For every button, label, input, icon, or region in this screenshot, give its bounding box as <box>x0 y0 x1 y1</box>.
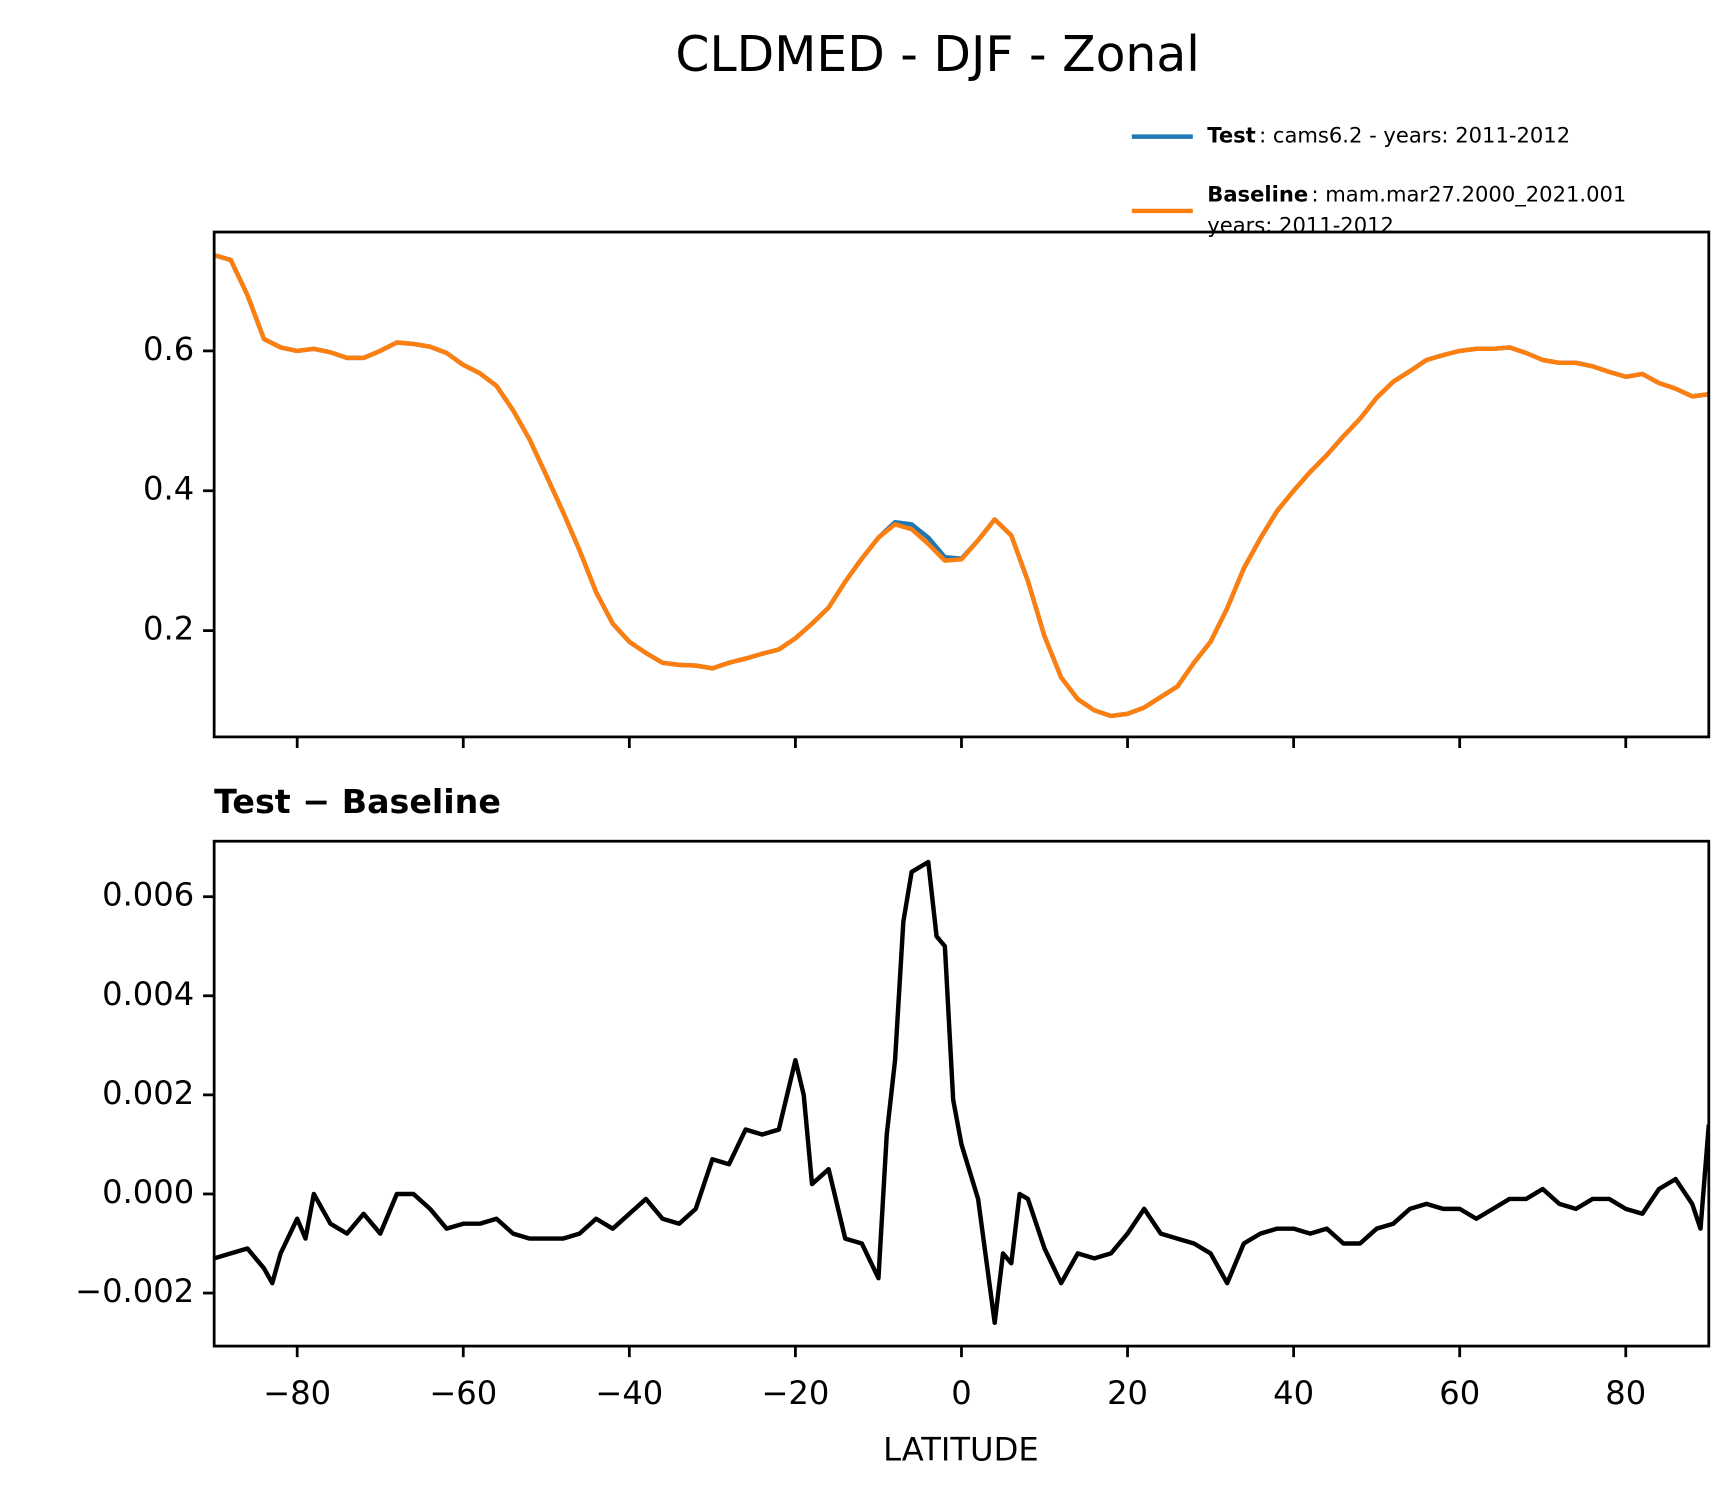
y-tick-label: −0.002 <box>75 1272 194 1310</box>
chart-title: CLDMED - DJF - Zonal <box>675 26 1199 83</box>
x-tick-label: 40 <box>1273 1374 1314 1412</box>
legend-description: : mam.mar27.2000_2021.001 <box>1311 181 1626 207</box>
axes-frame <box>212 839 1711 1348</box>
x-tick-label: 80 <box>1605 1374 1646 1412</box>
y-tick-label: 0.004 <box>102 975 194 1013</box>
x-tick-label: 0 <box>951 1374 971 1412</box>
y-tick-label: 0.4 <box>143 470 194 508</box>
x-axis-label: LATITUDE <box>883 1430 1039 1468</box>
x-tick-label: −80 <box>263 1374 331 1412</box>
y-tick-label: 0.000 <box>102 1173 194 1211</box>
legend-name: Test <box>1207 123 1256 148</box>
x-tick-label: 20 <box>1107 1374 1148 1412</box>
data-line <box>214 859 1709 1326</box>
x-tick-label: 60 <box>1439 1374 1480 1412</box>
data-line <box>214 252 1709 719</box>
subplot-title: Test − Baseline <box>214 782 501 821</box>
y-tick-label: 0.006 <box>102 876 194 914</box>
legend-name: Baseline <box>1207 181 1308 206</box>
x-tick-label: −60 <box>429 1374 497 1412</box>
legend-description: : cams6.2 - years: 2011-2012 <box>1259 123 1570 148</box>
y-tick-label: 0.002 <box>102 1074 194 1112</box>
y-tick-label: 0.6 <box>143 330 194 368</box>
x-tick-label: −40 <box>595 1374 663 1412</box>
x-tick-label: −20 <box>761 1374 829 1412</box>
axes-frame <box>212 230 1711 739</box>
legend-description: years: 2011-2012 <box>1207 212 1394 237</box>
data-line <box>214 252 1709 719</box>
y-tick-label: 0.2 <box>143 610 194 648</box>
